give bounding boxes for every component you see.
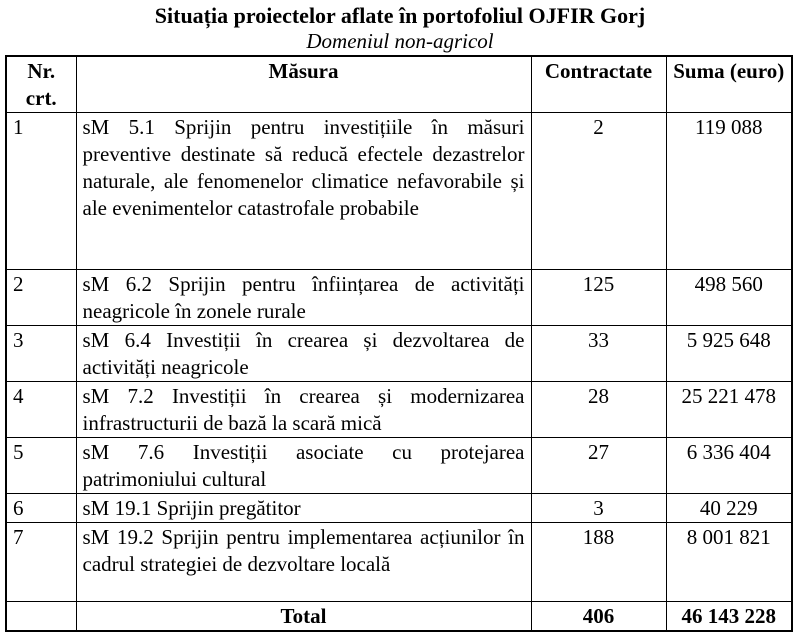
table-row: 7 sM 19.2 Sprijin pentru implementarea a… — [5, 522, 793, 602]
sum-cell: 119 088 — [665, 112, 793, 270]
sum-cell: 498 560 — [665, 269, 793, 326]
row-number-cell: 3 — [5, 325, 77, 382]
sum-cell: 8 001 821 — [665, 522, 793, 602]
measure-cell: sM 7.6 Investiții asociate cu protejarea… — [75, 437, 532, 494]
sum-cell: 40 229 — [665, 493, 793, 523]
projects-table: Nr. crt. Măsura Contractate Suma (euro) … — [5, 55, 793, 632]
measure-cell: sM 7.2 Investiții în crearea și moderniz… — [75, 381, 532, 438]
row-number-cell: 6 — [5, 493, 77, 523]
table-row: 4 sM 7.2 Investiții în crearea și modern… — [5, 381, 793, 438]
contracted-cell: 33 — [530, 325, 667, 382]
table-row: 3 sM 6.4 Investiții în crearea și dezvol… — [5, 325, 793, 382]
sum-cell: 6 336 404 — [665, 437, 793, 494]
header-masura: Măsura — [75, 55, 532, 113]
header-contractate: Contractate — [530, 55, 667, 113]
measure-cell: sM 6.4 Investiții în crearea și dezvolta… — [75, 325, 532, 382]
row-number-cell: 4 — [5, 381, 77, 438]
measure-cell: sM 19.2 Sprijin pentru implementarea acț… — [75, 522, 532, 602]
sum-cell: 25 221 478 — [665, 381, 793, 438]
row-number-cell: 7 — [5, 522, 77, 602]
table-total-row: Total 406 46 143 228 — [5, 601, 793, 632]
row-number-cell: 1 — [5, 112, 77, 270]
measure-cell: sM 5.1 Sprijin pentru investițiile în mă… — [75, 112, 532, 270]
table-row: 5 sM 7.6 Investiții asociate cu protejar… — [5, 437, 793, 494]
table-row: 6 sM 19.1 Sprijin pregătitor 3 40 229 — [5, 493, 793, 523]
contracted-cell: 3 — [530, 493, 667, 523]
table-header-row: Nr. crt. Măsura Contractate Suma (euro) — [5, 55, 793, 113]
total-contracted-cell: 406 — [530, 601, 667, 632]
row-number-cell: 5 — [5, 437, 77, 494]
table-row: 2 sM 6.2 Sprijin pentru înființarea de a… — [5, 269, 793, 326]
contracted-cell: 188 — [530, 522, 667, 602]
contracted-cell: 2 — [530, 112, 667, 270]
total-label-cell: Total — [75, 601, 532, 632]
total-empty-cell — [5, 601, 77, 632]
header-suma-euro: Suma (euro) — [665, 55, 793, 113]
contracted-cell: 28 — [530, 381, 667, 438]
contracted-cell: 125 — [530, 269, 667, 326]
measure-cell: sM 6.2 Sprijin pentru înființarea de act… — [75, 269, 532, 326]
table-row: 1 sM 5.1 Sprijin pentru investițiile în … — [5, 112, 793, 270]
header-nr-crt: Nr. crt. — [5, 55, 77, 113]
document-subtitle: Domeniul non-agricol — [306, 29, 494, 53]
measure-cell: sM 19.1 Sprijin pregătitor — [75, 493, 532, 523]
document-title: Situația proiectelor aflate în portofoli… — [154, 3, 646, 28]
row-number-cell: 2 — [5, 269, 77, 326]
contracted-cell: 27 — [530, 437, 667, 494]
sum-cell: 5 925 648 — [665, 325, 793, 382]
total-sum-cell: 46 143 228 — [665, 601, 793, 632]
